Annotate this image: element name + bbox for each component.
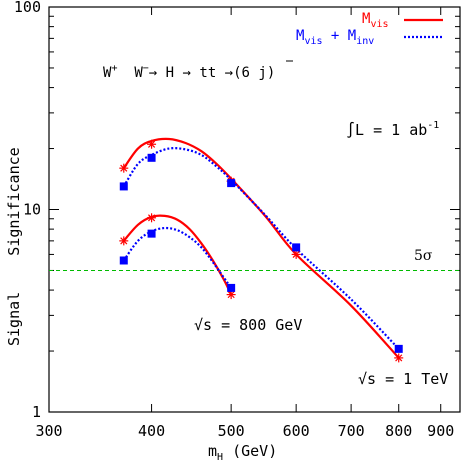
series-markers bbox=[119, 139, 404, 363]
y-axis-ticks: 1 10 100 bbox=[14, 0, 460, 421]
series-curves bbox=[122, 137, 400, 359]
luminosity-annotation: ∫L = 1 ab-1 bbox=[346, 120, 439, 139]
y-tick-label: 10 bbox=[23, 201, 41, 219]
x-tick-label: 900 bbox=[427, 422, 454, 440]
y-tick-label: 100 bbox=[14, 0, 41, 16]
marker-square bbox=[147, 153, 156, 162]
x-tick-label: 500 bbox=[218, 422, 245, 440]
x-tick-label: 400 bbox=[138, 422, 165, 440]
legend-label-vis-inv: Mvis + Minv bbox=[296, 28, 374, 47]
marker-square bbox=[147, 229, 156, 238]
legend-label-vis: Mvis bbox=[362, 11, 389, 30]
x-tick-label: 300 bbox=[35, 422, 62, 440]
marker-star bbox=[119, 163, 129, 173]
marker-star bbox=[291, 249, 301, 259]
marker-square bbox=[227, 179, 236, 188]
marker-square bbox=[119, 256, 128, 265]
marker-star bbox=[147, 213, 157, 223]
curve-vis-800-gev bbox=[122, 214, 233, 296]
x-tick-label: 600 bbox=[283, 422, 310, 440]
process-annotation: W+ W−→ H → tt →(6 j) bbox=[103, 63, 275, 81]
marker-square bbox=[227, 283, 236, 292]
x-tick-label: 800 bbox=[385, 422, 412, 440]
marker-star bbox=[147, 139, 157, 149]
x-axis-ticks: 300 400 500 600 700 800 900 bbox=[35, 7, 454, 440]
x-tick-label: 700 bbox=[338, 422, 365, 440]
curve-vis+inv-800-gev bbox=[122, 226, 233, 289]
legend: Mvis Mvis + Minv bbox=[296, 11, 443, 47]
marker-square bbox=[119, 182, 128, 191]
x-axis-label: mH (GeV) bbox=[208, 442, 277, 463]
y-axis-label: Signal Significance bbox=[5, 147, 23, 346]
y-tick-label: 1 bbox=[32, 403, 41, 421]
marker-square bbox=[292, 243, 301, 252]
marker-star bbox=[394, 353, 404, 363]
five-sigma-label: 5σ bbox=[414, 248, 433, 264]
curve-vis-1-tev bbox=[122, 137, 400, 359]
sqrt-s-800-label: √s = 800 GeV bbox=[194, 316, 302, 334]
marker-star bbox=[119, 236, 129, 246]
marker-square bbox=[394, 344, 403, 353]
sqrt-s-1tev-label: √s = 1 TeV bbox=[358, 370, 448, 388]
